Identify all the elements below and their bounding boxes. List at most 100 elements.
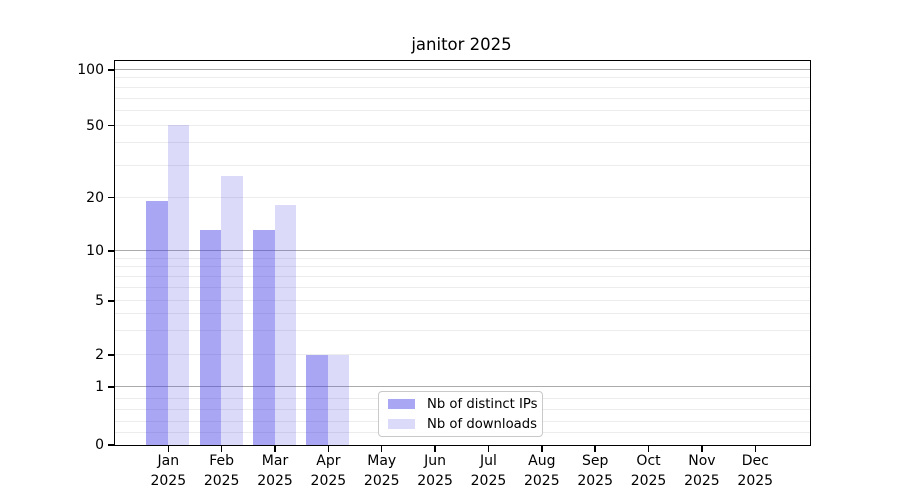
y-tick-label-1: 1 bbox=[95, 379, 104, 395]
x-tick-label-jun: Jun 2025 bbox=[403, 452, 467, 491]
x-tick-3 bbox=[274, 446, 276, 452]
x-tick-label-line: Sep bbox=[581, 453, 609, 469]
y-tick-label-100: 100 bbox=[77, 62, 104, 78]
legend-swatch-distinct-ips bbox=[388, 399, 415, 409]
major-gridline-100 bbox=[114, 69, 810, 70]
x-tick-label-line: 2025 bbox=[630, 472, 667, 489]
bar-distinct-ips-apr-2025 bbox=[306, 354, 328, 445]
x-tick-label-may: May 2025 bbox=[350, 452, 414, 491]
minor-gridline-9 bbox=[114, 257, 810, 259]
x-tick-label-aug: Aug 2025 bbox=[510, 452, 574, 491]
x-tick-label-jan: Jan 2025 bbox=[136, 452, 200, 491]
y-tick-label-0: 0 bbox=[95, 437, 104, 453]
x-tick-9 bbox=[594, 446, 596, 452]
x-tick-label-line: 2025 bbox=[310, 472, 347, 489]
x-tick-label-line: Aug bbox=[528, 453, 556, 469]
y-tick-label-10: 10 bbox=[86, 243, 104, 259]
x-tick-label-line: 2025 bbox=[684, 472, 720, 489]
minor-gridline-6 bbox=[114, 286, 810, 288]
x-tick-7 bbox=[487, 446, 490, 452]
x-tick-label-line: 2025 bbox=[470, 472, 507, 489]
minor-gridline-4 bbox=[114, 313, 810, 315]
x-tick-11 bbox=[701, 446, 703, 452]
y-tick-label-50: 50 bbox=[86, 117, 104, 134]
x-tick-8 bbox=[541, 446, 543, 452]
y-tick-100 bbox=[108, 69, 114, 71]
y-tick-label-2: 2 bbox=[95, 347, 104, 363]
major-gridline-1 bbox=[114, 386, 810, 387]
bar-distinct-ips-jan-2025 bbox=[146, 200, 168, 445]
x-tick-label-line: 2025 bbox=[150, 472, 187, 489]
y-tick-10 bbox=[108, 250, 114, 252]
bars-layer bbox=[115, 61, 810, 445]
x-tick-label-dec: Dec 2025 bbox=[723, 452, 787, 491]
legend-label-distinct-ips: Nb of distinct IPs bbox=[427, 396, 538, 412]
minor-gridline-3 bbox=[114, 330, 810, 332]
bar-downloads-mar-2025 bbox=[274, 205, 296, 445]
minor-gridline-7 bbox=[114, 275, 810, 277]
major-gridline-10 bbox=[114, 250, 810, 251]
x-tick-2 bbox=[220, 446, 223, 452]
minor-gridline-60 bbox=[114, 109, 810, 111]
legend-label-downloads: Nb of downloads bbox=[427, 416, 537, 432]
x-tick-10 bbox=[647, 446, 650, 452]
x-tick-label-line: Dec bbox=[741, 453, 769, 469]
x-tick-label-line: 2025 bbox=[523, 472, 560, 489]
x-tick-label-line: 2025 bbox=[577, 472, 613, 489]
y-tick-20 bbox=[108, 196, 114, 199]
y-tick-50 bbox=[108, 124, 114, 127]
y-tick-0 bbox=[108, 444, 114, 446]
plot-area bbox=[113, 59, 811, 446]
x-tick-label-line: Jul bbox=[480, 453, 497, 469]
minor-gridline-30 bbox=[114, 164, 810, 166]
x-tick-label-oct: Oct 2025 bbox=[617, 452, 681, 491]
y-tick-5 bbox=[108, 300, 114, 302]
minor-gridline-80 bbox=[114, 86, 810, 88]
x-tick-label-nov: Nov 2025 bbox=[670, 452, 734, 491]
x-tick-label-line: 2025 bbox=[737, 472, 774, 489]
bar-downloads-apr-2025 bbox=[327, 354, 350, 445]
legend-item-distinct-ips: Nb of distinct IPs bbox=[388, 396, 542, 413]
x-tick-label-line: Mar bbox=[261, 453, 289, 469]
x-tick-label-line: Oct bbox=[636, 453, 661, 469]
legend-swatch-downloads bbox=[388, 419, 415, 429]
x-tick-label-apr: Apr 2025 bbox=[296, 452, 360, 491]
x-tick-label-line: Jan bbox=[157, 453, 180, 469]
x-tick-label-jul: Jul 2025 bbox=[456, 452, 520, 491]
x-tick-4 bbox=[327, 446, 330, 452]
legend: Nb of distinct IPs Nb of downloads bbox=[378, 391, 543, 437]
x-tick-label-feb: Feb 2025 bbox=[190, 452, 254, 491]
minor-gridline-90 bbox=[114, 77, 810, 79]
x-tick-5 bbox=[381, 446, 383, 452]
x-tick-label-sep: Sep 2025 bbox=[563, 452, 627, 491]
x-tick-label-line: Feb bbox=[209, 453, 235, 469]
x-tick-label-line: 2025 bbox=[363, 472, 400, 489]
minor-gridline-20 bbox=[114, 196, 810, 198]
minor-gridline-8 bbox=[114, 266, 810, 268]
x-tick-label-line: Nov bbox=[688, 453, 716, 469]
legend-item-downloads: Nb of downloads bbox=[388, 416, 542, 433]
y-tick-label-5: 5 bbox=[95, 293, 104, 309]
x-tick-label-mar: Mar 2025 bbox=[243, 452, 307, 491]
y-tick-1 bbox=[108, 386, 114, 388]
x-tick-6 bbox=[434, 446, 436, 452]
chart-title: janitor 2025 bbox=[411, 35, 512, 54]
x-tick-label-line: May bbox=[367, 453, 397, 469]
minor-gridline-40 bbox=[114, 142, 810, 144]
minor-gridline-5 bbox=[114, 300, 810, 301]
y-tick-2 bbox=[108, 354, 114, 356]
minor-gridline-50 bbox=[114, 124, 810, 126]
x-tick-label-line: 2025 bbox=[203, 472, 240, 489]
minor-gridline-70 bbox=[114, 97, 810, 99]
y-tick-label-20: 20 bbox=[86, 189, 104, 206]
x-tick-label-line: Jun bbox=[424, 453, 447, 469]
bar-downloads-feb-2025 bbox=[221, 176, 243, 445]
bar-downloads-jan-2025 bbox=[167, 125, 190, 445]
x-tick-label-line: 2025 bbox=[417, 472, 453, 489]
minor-gridline-2 bbox=[114, 354, 810, 355]
x-tick-12 bbox=[754, 446, 756, 452]
bar-distinct-ips-feb-2025 bbox=[199, 230, 222, 445]
x-tick-1 bbox=[167, 446, 169, 452]
bar-distinct-ips-mar-2025 bbox=[253, 230, 275, 445]
